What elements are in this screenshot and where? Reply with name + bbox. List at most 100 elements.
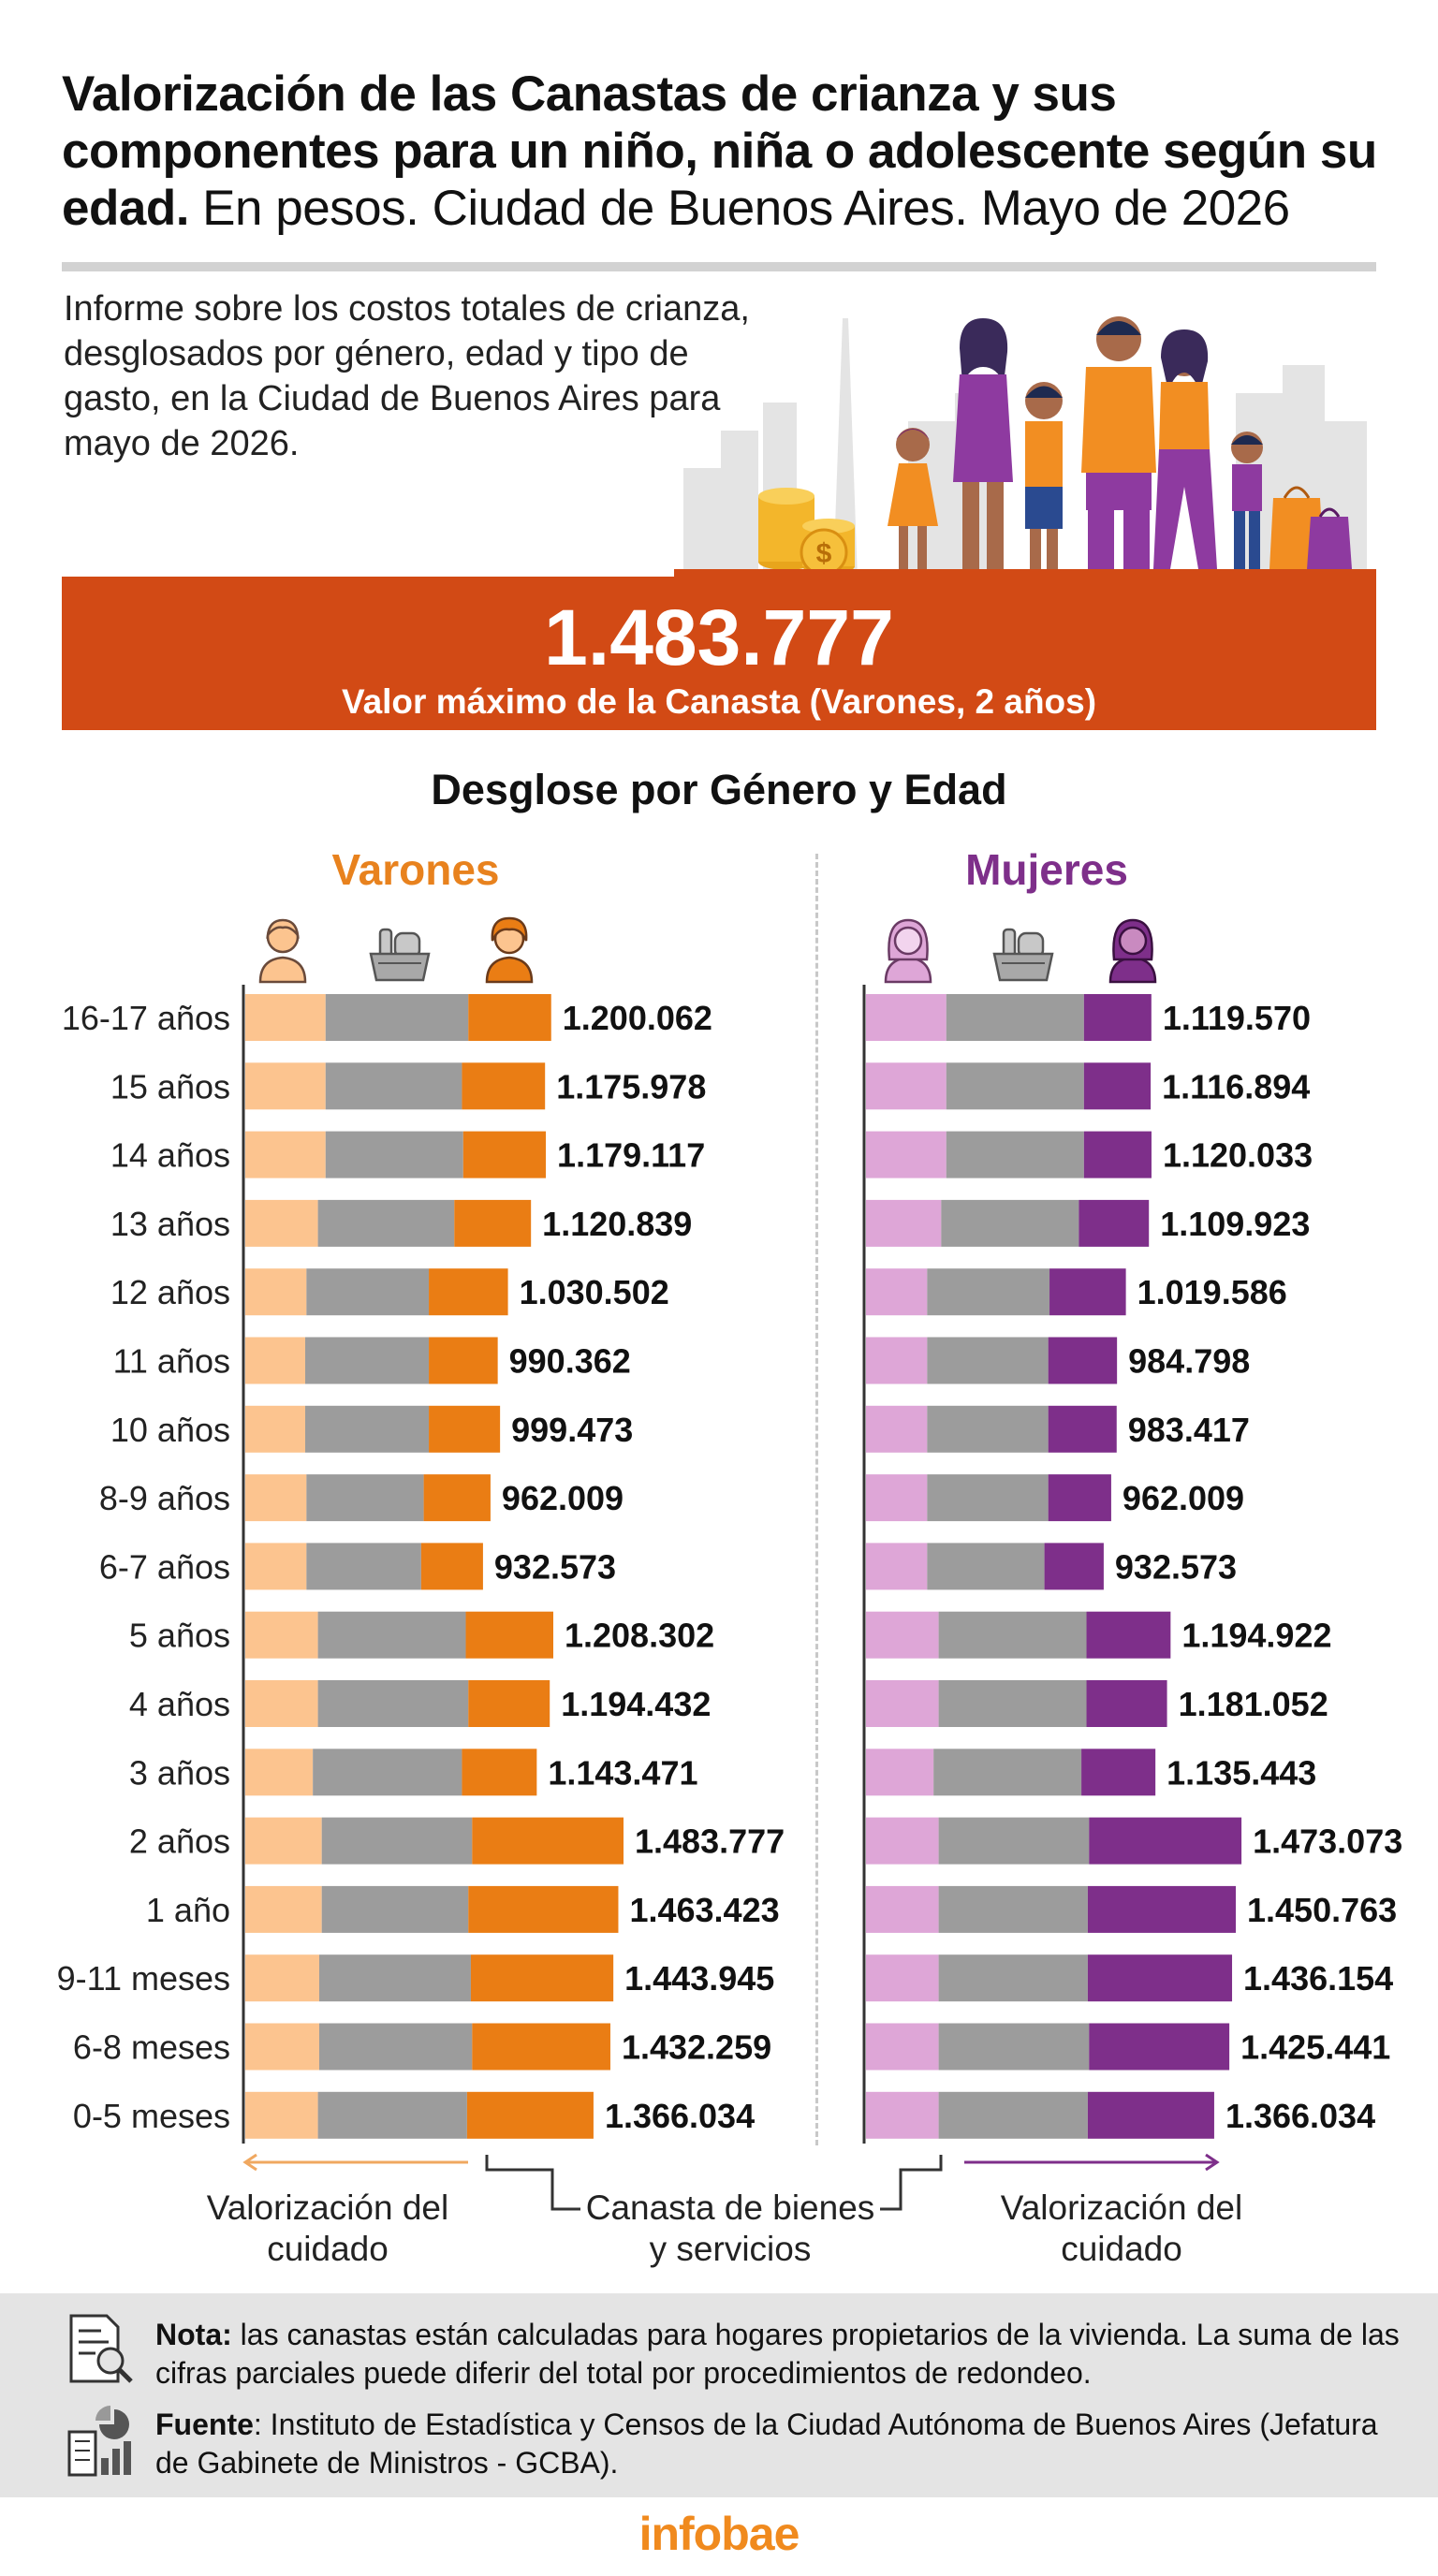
source: Fuente: Instituto de Estadística y Censo… — [155, 2406, 1401, 2482]
legend-male-care: Valorización del cuidado — [206, 2188, 449, 2268]
total-label-mujeres: 1.120.033 — [1163, 1136, 1313, 1175]
banner-value: 1.483.777 — [544, 593, 894, 681]
bar-segment-varones-care — [245, 2023, 319, 2071]
bar-segment-mujeres-basket — [938, 1611, 1087, 1659]
category-label: 16-17 años — [62, 999, 230, 1037]
section-title: Desglose por Género y Edad — [431, 766, 1007, 813]
svg-text:$: $ — [816, 538, 832, 569]
bar-segment-varones-care — [245, 2091, 318, 2139]
bar-segment-varones-care — [245, 1405, 305, 1453]
intro-text: Informe sobre los costos totales de cria… — [64, 289, 750, 463]
coins-icon: $ — [758, 488, 855, 577]
bar-segment-mujeres-basket — [927, 1337, 1049, 1384]
note: Nota: las canastas están calculadas para… — [155, 2316, 1401, 2393]
total-label-mujeres: 1.436.154 — [1243, 1959, 1393, 1998]
bar-segment-mujeres-basket — [927, 1543, 1045, 1590]
total-label-varones: 1.208.302 — [565, 1617, 714, 1655]
total-label-varones: 962.009 — [502, 1479, 624, 1517]
total-label-mujeres: 1.181.052 — [1179, 1685, 1328, 1723]
bar-segment-mujeres-basket — [946, 1131, 1084, 1178]
bar-segment-varones-basket — [325, 1062, 462, 1110]
statistics-building-icon — [67, 2406, 131, 2477]
bar-segment-mujeres-care — [866, 1543, 928, 1590]
category-label: 6-7 años — [99, 1547, 230, 1586]
bar-segment-mujeres-care — [1081, 1749, 1156, 1796]
bar-segment-varones-basket — [317, 2091, 467, 2139]
bar-segment-mujeres-care — [1083, 994, 1152, 1041]
shopping-bags-icon — [1269, 486, 1352, 569]
panel-title-mujeres: Mujeres — [965, 845, 1128, 894]
total-label-varones: 1.179.117 — [557, 1136, 705, 1175]
bar-segment-varones-care — [429, 1405, 501, 1453]
category-label: 13 años — [110, 1205, 230, 1243]
total-label-varones: 1.194.432 — [561, 1685, 711, 1723]
highlight-banner: 1.483.777 Valor máximo de la Canasta (Va… — [62, 577, 1376, 730]
obelisk-icon — [833, 318, 858, 578]
total-label-mujeres: 984.798 — [1128, 1342, 1250, 1381]
small-boy-figure-icon — [1231, 432, 1263, 569]
bar-segment-mujeres-care — [866, 1611, 939, 1659]
bar-segment-mujeres-basket — [933, 1749, 1082, 1796]
bar-segment-varones-care — [245, 1199, 318, 1247]
total-label-mujeres: 1.119.570 — [1163, 999, 1311, 1037]
bar-segment-mujeres-basket — [941, 1199, 1079, 1247]
bar-segment-mujeres-care — [1044, 1543, 1104, 1590]
bar-segment-varones-care — [429, 1337, 498, 1384]
total-label-varones: 1.200.062 — [563, 999, 712, 1037]
bar-segment-mujeres-care — [866, 1680, 939, 1727]
category-label: 15 años — [110, 1067, 230, 1105]
title-divider — [62, 262, 1376, 271]
bar-segment-mujeres-basket — [927, 1405, 1049, 1453]
total-label-mujeres: 1.473.073 — [1253, 1822, 1402, 1861]
bar-segment-mujeres-basket — [946, 1062, 1084, 1110]
bar-segment-varones-basket — [306, 1268, 430, 1316]
bar-segment-varones-care — [423, 1474, 491, 1522]
category-label: 11 años — [113, 1342, 230, 1381]
bar-segment-mujeres-basket — [927, 1474, 1049, 1522]
bar-segment-mujeres-basket — [938, 1954, 1088, 2002]
bar-segment-varones-basket — [325, 994, 469, 1041]
bar-segment-varones-care — [466, 2091, 594, 2139]
bar-segment-varones-basket — [318, 2023, 473, 2071]
total-label-varones: 1.443.945 — [624, 1959, 774, 1998]
total-label-varones: 1.143.471 — [548, 1753, 697, 1792]
bar-segment-mujeres-basket — [938, 2023, 1090, 2071]
bar-segment-varones-basket — [304, 1337, 430, 1384]
bar-segment-mujeres-care — [1083, 1131, 1152, 1178]
bar-segment-varones-care — [472, 1817, 624, 1865]
bar-segment-varones-basket — [321, 1817, 473, 1865]
category-label: 9-11 meses — [57, 1959, 230, 1998]
category-label: 4 años — [129, 1685, 230, 1723]
source-body: : Instituto de Estadística y Censos de l… — [155, 2408, 1378, 2480]
bar-segment-varones-basket — [313, 1749, 462, 1796]
bar-segment-mujeres-care — [866, 1268, 928, 1316]
title-subtitle: En pesos. Ciudad de Buenos Aires. Mayo d… — [202, 181, 1290, 236]
bar-segment-varones-care — [245, 1474, 307, 1522]
brand-logo: infobae — [638, 2508, 800, 2560]
bar-segment-varones-care — [245, 1337, 305, 1384]
man-figure-icon — [1081, 316, 1156, 569]
bar-segment-mujeres-care — [1048, 1474, 1111, 1522]
legend-arrowhead-male-care — [242, 2153, 257, 2172]
bar-segment-varones-basket — [321, 1885, 469, 1933]
total-label-mujeres: 1.366.034 — [1225, 2097, 1375, 2135]
bar-segment-varones-care — [468, 1680, 550, 1727]
girl-basket-icon — [1108, 918, 1157, 984]
total-label-varones: 1.463.423 — [629, 1891, 779, 1929]
bar-segment-mujeres-care — [866, 1337, 928, 1384]
total-label-varones: 932.573 — [494, 1547, 616, 1586]
bar-segment-mujeres-care — [866, 1817, 939, 1865]
bar-segment-mujeres-care — [866, 1474, 928, 1522]
bar-segment-varones-care — [454, 1199, 532, 1247]
bar-segment-varones-care — [462, 1131, 547, 1178]
bar-segment-varones-care — [245, 1543, 307, 1590]
total-label-mujeres: 983.417 — [1128, 1411, 1250, 1449]
bar-segment-varones-basket — [318, 1954, 471, 2002]
grandmother-figure-icon — [1153, 329, 1217, 569]
bar-segment-mujeres-care — [1089, 1817, 1242, 1865]
bar-segment-varones-care — [245, 1954, 319, 2002]
bar-segment-varones-basket — [325, 1131, 463, 1178]
bar-segment-mujeres-care — [866, 1199, 942, 1247]
category-label: 8-9 años — [99, 1479, 230, 1517]
bar-segment-mujeres-care — [1083, 1062, 1152, 1110]
